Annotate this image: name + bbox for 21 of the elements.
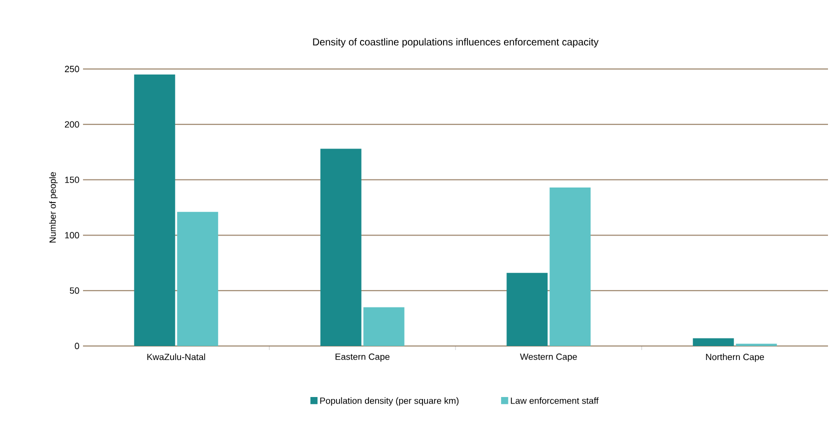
x-tick-label: Eastern Cape [336,354,390,362]
x-tick-label: Northern Cape [706,354,764,362]
y-tick-label: 150 [65,176,80,183]
y-tick-label: 100 [65,232,80,238]
y-axis-title: Number of people [49,172,58,243]
y-tick-label: 50 [70,287,80,294]
bar [506,272,548,346]
bar [134,74,176,346]
legend-label: Law enforcement staff [510,397,599,404]
bar [320,148,362,346]
bar [363,307,404,346]
y-tick-label: 250 [64,66,80,72]
chart-title: Density of coastline populations influences enforcement capacity [313,38,599,48]
bar [177,212,218,346]
y-tick-label: 0 [74,342,80,350]
bar [692,338,734,346]
legend-label: Population density (per square km) [320,397,459,406]
bar [550,188,591,346]
x-tick-label: Western Cape [520,354,577,362]
x-tick-label: KwaZulu-Natal [147,354,206,360]
y-tick-label: 200 [64,121,80,128]
